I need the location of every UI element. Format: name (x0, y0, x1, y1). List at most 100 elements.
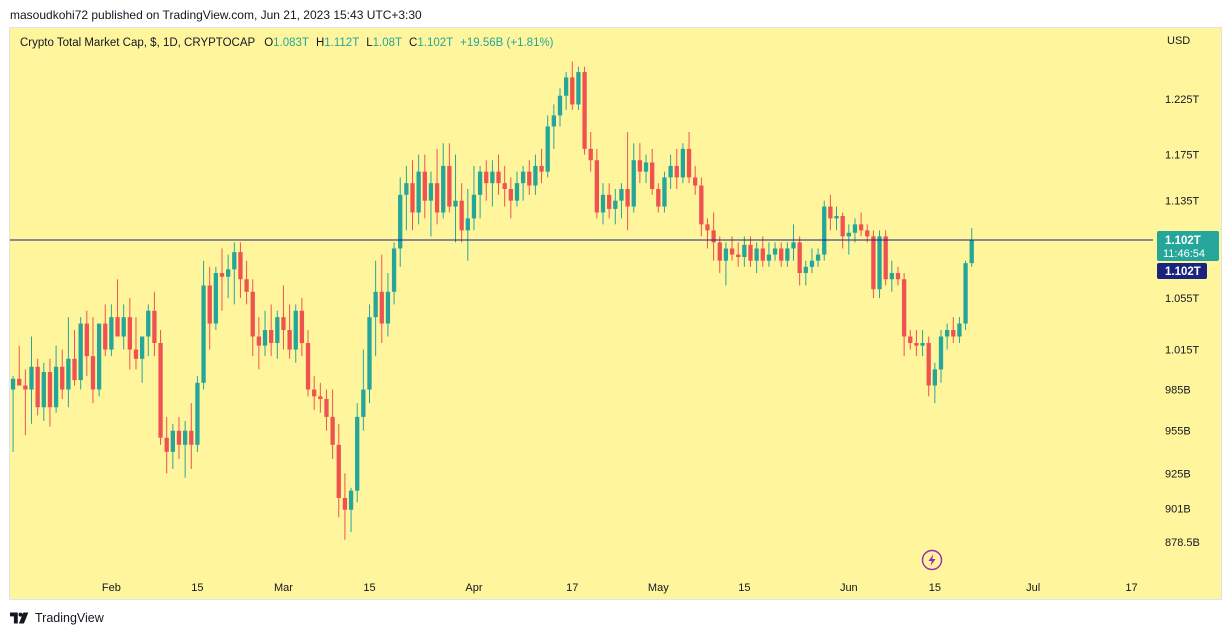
candle (545, 115, 550, 178)
price-tick-label: 878.5B (1165, 537, 1200, 549)
candle (650, 148, 655, 195)
candle (631, 143, 636, 213)
candle (815, 248, 821, 267)
candle-body (563, 77, 569, 96)
legend-symbol: Crypto Total Market Cap, $, 1D, CRYPTOCA… (20, 37, 256, 49)
candle (342, 473, 348, 540)
candle-body (219, 273, 225, 277)
time-tick-label: 15 (738, 582, 750, 594)
candle (717, 236, 722, 274)
candle-body (637, 160, 643, 172)
chart-pane[interactable]: USD 1.225T 1.175T 1.135T 1.055T 1.015T 985B 955… (9, 27, 1222, 600)
candle-body (84, 323, 89, 357)
candle-body (103, 323, 108, 350)
candle-body (674, 165, 679, 178)
candle (269, 304, 274, 357)
candle-body (828, 206, 833, 219)
candle (908, 330, 913, 350)
candle-body (680, 148, 686, 178)
candle-body (914, 343, 919, 346)
price-tick-label: 1.175T (1165, 150, 1200, 162)
candle-body (281, 317, 286, 331)
candle-body (779, 248, 784, 261)
candle-body (146, 310, 151, 337)
candle (189, 403, 194, 469)
candle-body (551, 115, 556, 127)
candle-body (938, 336, 944, 370)
candle-body (508, 188, 513, 201)
candle-body (398, 194, 403, 249)
candle-body (527, 171, 532, 186)
candle (441, 143, 446, 219)
line-price-badge-bg (1157, 262, 1207, 279)
lightning-bolt-icon[interactable] (921, 549, 943, 571)
line-price-badge[interactable]: 1.102T (1157, 262, 1207, 279)
time-tick-label: 15 (363, 582, 375, 594)
candle-body (459, 200, 464, 231)
candle (152, 291, 157, 357)
candlestick-chart[interactable]: USD 1.225T 1.175T 1.135T 1.055T 1.015T 985B 955… (10, 28, 1222, 600)
price-tick-label: 955B (1165, 426, 1191, 438)
candle-body (809, 260, 815, 267)
candle-body (619, 188, 624, 201)
candle (361, 349, 366, 431)
candle-body (668, 165, 673, 178)
candle-body (791, 242, 796, 249)
legend-high-value: 1.112T (324, 37, 359, 49)
candle (176, 416, 182, 459)
candle (533, 154, 538, 195)
candle (674, 148, 679, 189)
candle-body (797, 242, 802, 274)
candle-body (496, 171, 501, 184)
candle (170, 423, 175, 469)
time-axis[interactable]: Feb 15 Mar 15 Apr 17 May 15 Jun 15 Jul 17 (102, 582, 1138, 594)
candle-body (932, 369, 937, 386)
candle-body (729, 248, 735, 255)
footer-brand[interactable]: TradingView (10, 609, 104, 627)
candle-body (520, 171, 526, 184)
candle-body (410, 183, 415, 213)
time-tick-label: 15 (191, 582, 203, 594)
candle (858, 212, 864, 237)
candle-body (465, 218, 470, 231)
candle (508, 177, 513, 219)
candle (84, 310, 89, 377)
candle (201, 260, 206, 390)
candle (391, 242, 397, 305)
candle (133, 317, 139, 370)
candle-body (484, 171, 489, 184)
candle-body (189, 430, 194, 445)
candle (146, 304, 151, 357)
candle (226, 254, 231, 299)
price-tick-label: 1.015T (1165, 345, 1200, 357)
candle-body (348, 490, 354, 510)
candle (846, 224, 851, 255)
candle-body (705, 224, 710, 231)
candle (969, 227, 974, 267)
price-tick-label: 925B (1165, 468, 1191, 480)
candle-body (588, 148, 593, 161)
price-scale[interactable]: USD 1.225T 1.175T 1.135T 1.055T 1.015T 985B 955… (1157, 35, 1219, 549)
candle (121, 304, 126, 350)
candle (822, 200, 827, 261)
candle (711, 212, 716, 261)
legend-open-label: O (264, 37, 273, 49)
candle (490, 160, 495, 207)
candle-body (275, 317, 280, 344)
candle-body (207, 285, 212, 324)
candle-body (434, 183, 440, 213)
candle (434, 148, 440, 225)
candle-body (502, 183, 507, 189)
candle (502, 165, 507, 207)
candle (23, 369, 28, 435)
candle-body (600, 194, 606, 213)
candle-body (785, 248, 790, 261)
candle-body (582, 72, 587, 149)
candle (484, 160, 489, 201)
candle-body (35, 366, 40, 408)
candle (563, 72, 569, 110)
candle (865, 224, 870, 243)
candle-body (299, 310, 305, 344)
candle (699, 177, 704, 237)
